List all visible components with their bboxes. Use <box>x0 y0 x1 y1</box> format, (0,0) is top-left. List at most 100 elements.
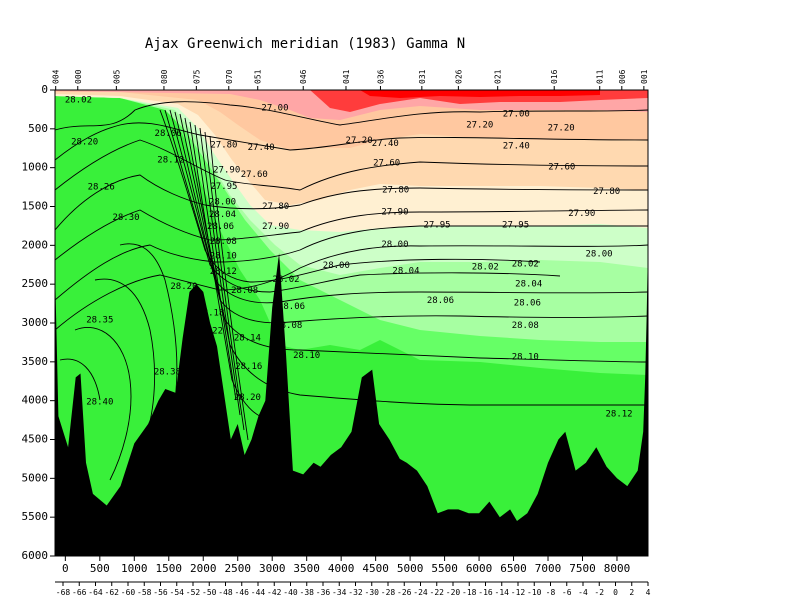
contour-label: 27.00 <box>261 103 288 113</box>
contour-label: 28.04 <box>392 266 419 276</box>
contour-label: 28.08 <box>512 321 539 331</box>
station-tick-label: 051 <box>254 69 263 84</box>
y-tick-label: 4500 <box>22 433 49 446</box>
contour-label: 28.08 <box>210 237 237 247</box>
band-surface <box>360 90 600 98</box>
latitude-tick-label: -12 <box>511 588 526 597</box>
contour-label: 28.00 <box>323 261 350 271</box>
contour-label: 27.20 <box>346 136 373 146</box>
contour-label: 28.40 <box>86 398 113 408</box>
latitude-tick-label: -6 <box>562 588 572 597</box>
bathymetry <box>55 245 648 557</box>
contour-label: 28.02 <box>272 275 299 285</box>
station-tick-label: 046 <box>299 69 308 84</box>
contour-label: 28.20 <box>71 138 98 148</box>
latitude-tick-label: -14 <box>495 588 510 597</box>
contour-label: 28.10 <box>293 351 320 361</box>
x-tick-label: 0 <box>62 562 69 575</box>
contour-label: 27.95 <box>210 182 237 192</box>
contour-label: 28.06 <box>155 129 182 139</box>
latitude-tick-label: -36 <box>316 588 331 597</box>
station-tick-label: 001 <box>640 69 649 84</box>
latitude-tick-label: -38 <box>300 588 315 597</box>
x-tick-label: 7500 <box>569 562 596 575</box>
x-tick-label: 1500 <box>156 562 183 575</box>
latitude-tick-label: -24 <box>413 588 428 597</box>
sea-floor <box>55 245 648 557</box>
contour-label: 28.18 <box>197 308 224 318</box>
x-tick-label: 5500 <box>431 562 458 575</box>
latitude-tick-label: -20 <box>446 588 461 597</box>
chart-title: Ajax Greenwich meridian (1983) Gamma N <box>144 36 466 52</box>
contour-label: 28.10 <box>512 353 539 363</box>
y-tick-label: 2500 <box>22 277 49 290</box>
contour-label: 27.40 <box>503 141 530 151</box>
latitude-tick-label: -60 <box>121 588 136 597</box>
latitude-tick-label: -40 <box>283 588 298 597</box>
station-tick-label: 070 <box>225 69 234 84</box>
x-tick-label: 6500 <box>500 562 527 575</box>
contour-label: 28.22 <box>196 326 223 336</box>
latitude-tick-label: -26 <box>397 588 412 597</box>
contour-label: 27.20 <box>466 120 493 130</box>
contour-label: 27.40 <box>372 139 399 149</box>
y-tick-label: 5000 <box>22 471 49 484</box>
y-tick-label: 3000 <box>22 316 49 329</box>
contour-label: 28.35 <box>86 315 113 325</box>
contour-label: 27.20 <box>548 124 575 134</box>
x-tick-label: 4000 <box>328 562 355 575</box>
contour-label: 28.04 <box>209 210 236 220</box>
contour-labels: 28.02 28.06 28.20 28.12 28.26 28.30 28.35 28.38… <box>65 96 633 420</box>
latitude-tick-label: 4 <box>646 588 651 597</box>
latitude-tick-label: -68 <box>56 588 71 597</box>
latitude-tick-label: -66 <box>72 588 87 597</box>
contour-label: 28.02 <box>472 263 499 273</box>
y-tick-label: 1000 <box>22 161 49 174</box>
contour-label: 28.12 <box>605 409 632 419</box>
contour-label: 28.20 <box>170 282 197 292</box>
latitude-tick-label: -28 <box>381 588 396 597</box>
contour-label: 28.06 <box>207 222 234 232</box>
contour-label: 28.00 <box>381 240 408 250</box>
contour-label: 28.16 <box>235 362 262 372</box>
station-tick-label: 004 <box>52 69 61 84</box>
latitude-tick-label: -44 <box>251 588 266 597</box>
station-tick-label: 026 <box>454 69 463 84</box>
contour-label: 28.06 <box>278 302 305 312</box>
contour-label: 28.02 <box>512 259 539 269</box>
latitude-tick-label: -8 <box>546 588 556 597</box>
contour-label: 28.00 <box>585 249 612 259</box>
latitude-tick-label: -22 <box>430 588 445 597</box>
x-tick-label: 8000 <box>604 562 631 575</box>
contour-label: 27.00 <box>503 110 530 120</box>
x-tick-label: 4500 <box>362 562 389 575</box>
x-tick-label: 3000 <box>259 562 286 575</box>
y-tick-label: 1500 <box>22 200 49 213</box>
contour-label: 27.80 <box>262 202 289 212</box>
y-tick-label: 5500 <box>22 510 49 523</box>
x-tick-label: 500 <box>90 562 110 575</box>
station-tick-label: 021 <box>494 69 503 84</box>
contour-label: 27.60 <box>548 162 575 172</box>
station-tick-label: 036 <box>376 69 385 84</box>
contour-label: 28.02 <box>65 96 92 106</box>
contour-label: 28.12 <box>157 155 184 165</box>
contour-label: 28.06 <box>427 296 454 306</box>
latitude-tick-label: -56 <box>153 588 168 597</box>
latitude-tick-label: -46 <box>235 588 250 597</box>
latitude-tick-label: -58 <box>137 588 152 597</box>
contour-label: 28.14 <box>234 333 261 343</box>
station-tick-label: 011 <box>596 69 605 84</box>
x-tick-label: 5000 <box>397 562 424 575</box>
contour-label: 28.10 <box>210 252 237 262</box>
station-tick-label: 031 <box>418 69 427 84</box>
contour-label: 27.80 <box>210 141 237 151</box>
contour-label: 27.40 <box>248 143 275 153</box>
contour-label: 27.95 <box>502 221 529 231</box>
latitude-tick-label: -34 <box>332 588 347 597</box>
latitude-tick-label: -18 <box>462 588 477 597</box>
station-tick-label: 006 <box>618 69 627 84</box>
contour-label: 27.60 <box>373 159 400 169</box>
latitude-tick-label: 2 <box>629 588 634 597</box>
